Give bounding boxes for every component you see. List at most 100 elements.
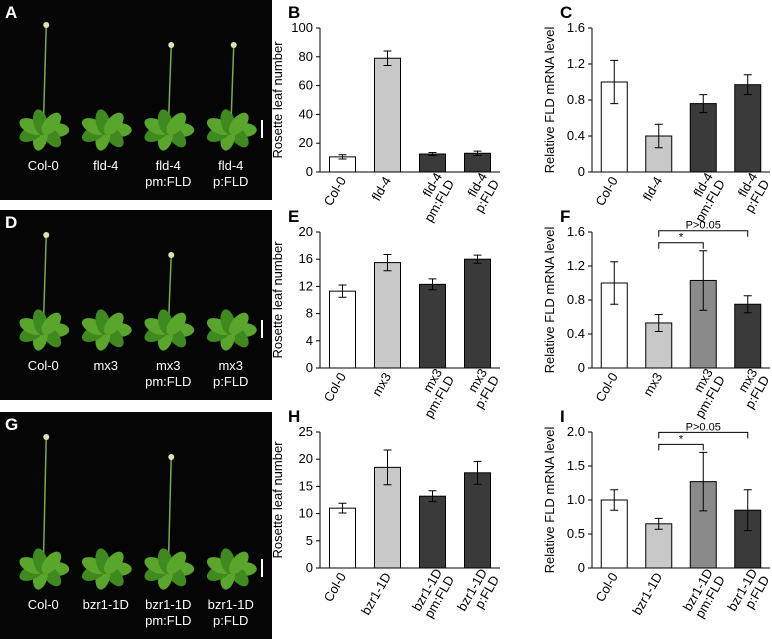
y-axis-label: Rosette leaf number (270, 41, 285, 159)
y-axis-label: Relative FLD mRNA level (542, 427, 557, 574)
y-tick-label: 4 (306, 333, 313, 348)
bar (734, 303, 762, 369)
x-tick-label: fld-4 (368, 174, 394, 203)
leaf (104, 551, 124, 574)
flower (43, 232, 50, 238)
error-bar (473, 460, 482, 485)
y-tick-label: 1.6 (567, 224, 585, 239)
bar (689, 103, 717, 173)
x-tick-label: mx3 (640, 370, 665, 399)
flower (168, 42, 175, 48)
leaf (41, 112, 62, 135)
flower (168, 252, 175, 258)
y-tick-label: 12 (299, 278, 313, 293)
significance-label: * (679, 232, 684, 244)
x-tick-label: Col-0 (592, 174, 621, 208)
bar (645, 523, 673, 569)
error-bar (699, 250, 708, 311)
bar (419, 283, 446, 369)
panel-label: D (5, 213, 17, 232)
y-tick-label: 8 (306, 306, 313, 321)
error-bar (743, 489, 752, 532)
plant-label: fld-4 pm:FLD (145, 158, 191, 189)
plant-label: bzr1-1D pm:FLD (145, 597, 191, 628)
x-tick-label: mx3p:FLD (459, 366, 502, 411)
y-tick-label: 0 (306, 560, 313, 575)
x-tick-label: Col-0 (321, 370, 350, 404)
significance-bracket (658, 431, 749, 439)
y-tick-label: 80 (299, 49, 313, 64)
x-tick-label: bzr1-1D (629, 570, 665, 618)
x-tick-label: fld-4pm:FLD (680, 170, 728, 225)
y-tick-label: 0.4 (567, 326, 585, 341)
panel-label: F (560, 207, 570, 226)
error-bar (428, 152, 437, 156)
x-tick-label: Col-0 (321, 570, 350, 604)
plant-label: Col-0 (28, 358, 59, 373)
y-tick-label: 20 (299, 224, 313, 239)
error-bar (473, 150, 482, 156)
error-bar (654, 123, 663, 149)
bar (464, 152, 491, 173)
x-tick-label: bzr1-1Dpm:FLD (409, 566, 457, 621)
y-tick-label: 2.0 (567, 424, 585, 439)
x-tick-label: bzr1-1Dp:FLD (724, 566, 772, 621)
bar (329, 507, 356, 569)
error-bar (428, 278, 437, 291)
panel-label: C (560, 3, 572, 22)
y-tick-label: 16 (299, 251, 313, 266)
error-bar (338, 284, 347, 298)
y-tick-label: 0 (306, 164, 313, 179)
panel-label: H (288, 407, 300, 426)
y-tick-label: 40 (299, 106, 313, 121)
y-axis-label: Relative FLD mRNA level (542, 27, 557, 174)
y-tick-label: 0.4 (567, 128, 585, 143)
x-tick-label: mx3 (369, 370, 394, 399)
error-bar (383, 50, 392, 66)
bar (464, 472, 491, 569)
y-axis-label: Rosette leaf number (270, 441, 285, 559)
y-tick-label: 0.8 (567, 292, 585, 307)
y-tick-label: 1.6 (567, 20, 585, 35)
y-tick-label: 1.2 (567, 258, 585, 273)
x-tick-label: bzr1-1D (358, 570, 394, 618)
y-tick-label: 10 (299, 506, 313, 521)
y-tick-label: 20 (299, 135, 313, 150)
x-tick-label: fld-4p:FLD (459, 170, 502, 215)
leaf (166, 312, 187, 335)
x-tick-label: fld-4pm:FLD (409, 170, 457, 225)
flower (43, 434, 50, 440)
x-tick-label: fld-4p:FLD (730, 170, 772, 215)
error-bar (743, 295, 752, 314)
plant-label: bzr1-1D (83, 597, 129, 612)
y-tick-label: 0.8 (567, 92, 585, 107)
stem (167, 456, 172, 570)
panel-label: I (560, 407, 565, 426)
flower (230, 42, 237, 48)
leaf (229, 551, 249, 574)
leaf (166, 551, 187, 574)
error-bar (383, 449, 392, 486)
y-tick-label: 1.0 (567, 492, 585, 507)
bar (374, 57, 401, 173)
bar (419, 495, 446, 569)
y-tick-label: 15 (299, 478, 313, 493)
error-bar (699, 451, 708, 512)
y-tick-label: 1.5 (567, 458, 585, 473)
plant-label: mx3 pm:FLD (145, 358, 191, 389)
y-tick-label: 0.5 (567, 526, 585, 541)
leaf (229, 112, 249, 135)
y-tick-label: 0 (578, 360, 585, 375)
leaf (104, 312, 124, 335)
plant-label: mx3 p:FLD (213, 358, 248, 389)
x-tick-label: mx3pm:FLD (680, 366, 728, 421)
x-tick-label: Col-0 (321, 174, 350, 208)
y-tick-label: 100 (291, 20, 313, 35)
significance-bracket (658, 443, 704, 451)
x-tick-label: Col-0 (592, 370, 621, 404)
y-tick-label: 0 (578, 164, 585, 179)
stem (42, 24, 47, 131)
error-bar (383, 253, 392, 272)
error-bar (338, 154, 347, 160)
bar (329, 290, 356, 369)
